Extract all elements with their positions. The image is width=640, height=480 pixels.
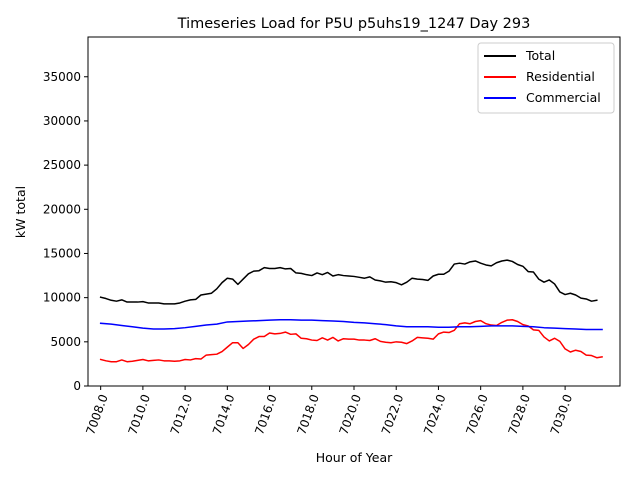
y-tick-label: 35000 (43, 70, 81, 84)
legend: Total Residential Commercial (477, 42, 615, 114)
legend-label-commercial: Commercial (526, 90, 601, 105)
y-tick-label: 30000 (43, 114, 81, 128)
legend-label-residential: Residential (526, 69, 595, 84)
y-tick-label: 10000 (43, 291, 81, 305)
y-tick-label: 15000 (43, 246, 81, 260)
series-line-commercial (99, 318, 603, 331)
chart-title: Timeseries Load for P5U p5uhs19_1247 Day… (177, 16, 531, 32)
series-line-total (99, 259, 598, 305)
x-axis-label: Hour of Year (316, 450, 393, 465)
y-tick-label: 5000 (50, 335, 81, 349)
series-lines (99, 259, 603, 363)
y-tick-label: 20000 (43, 202, 81, 216)
series-line-residential (99, 318, 603, 363)
y-tick-label: 25000 (43, 158, 81, 172)
legend-label-total: Total (525, 48, 555, 63)
legend-box (477, 42, 615, 114)
y-tick-label: 0 (73, 379, 81, 393)
y-axis-label: kW total (13, 186, 28, 238)
y-axis-ticks: 0 5000 10000 15000 20000 25000 30000 35000 (43, 70, 88, 393)
